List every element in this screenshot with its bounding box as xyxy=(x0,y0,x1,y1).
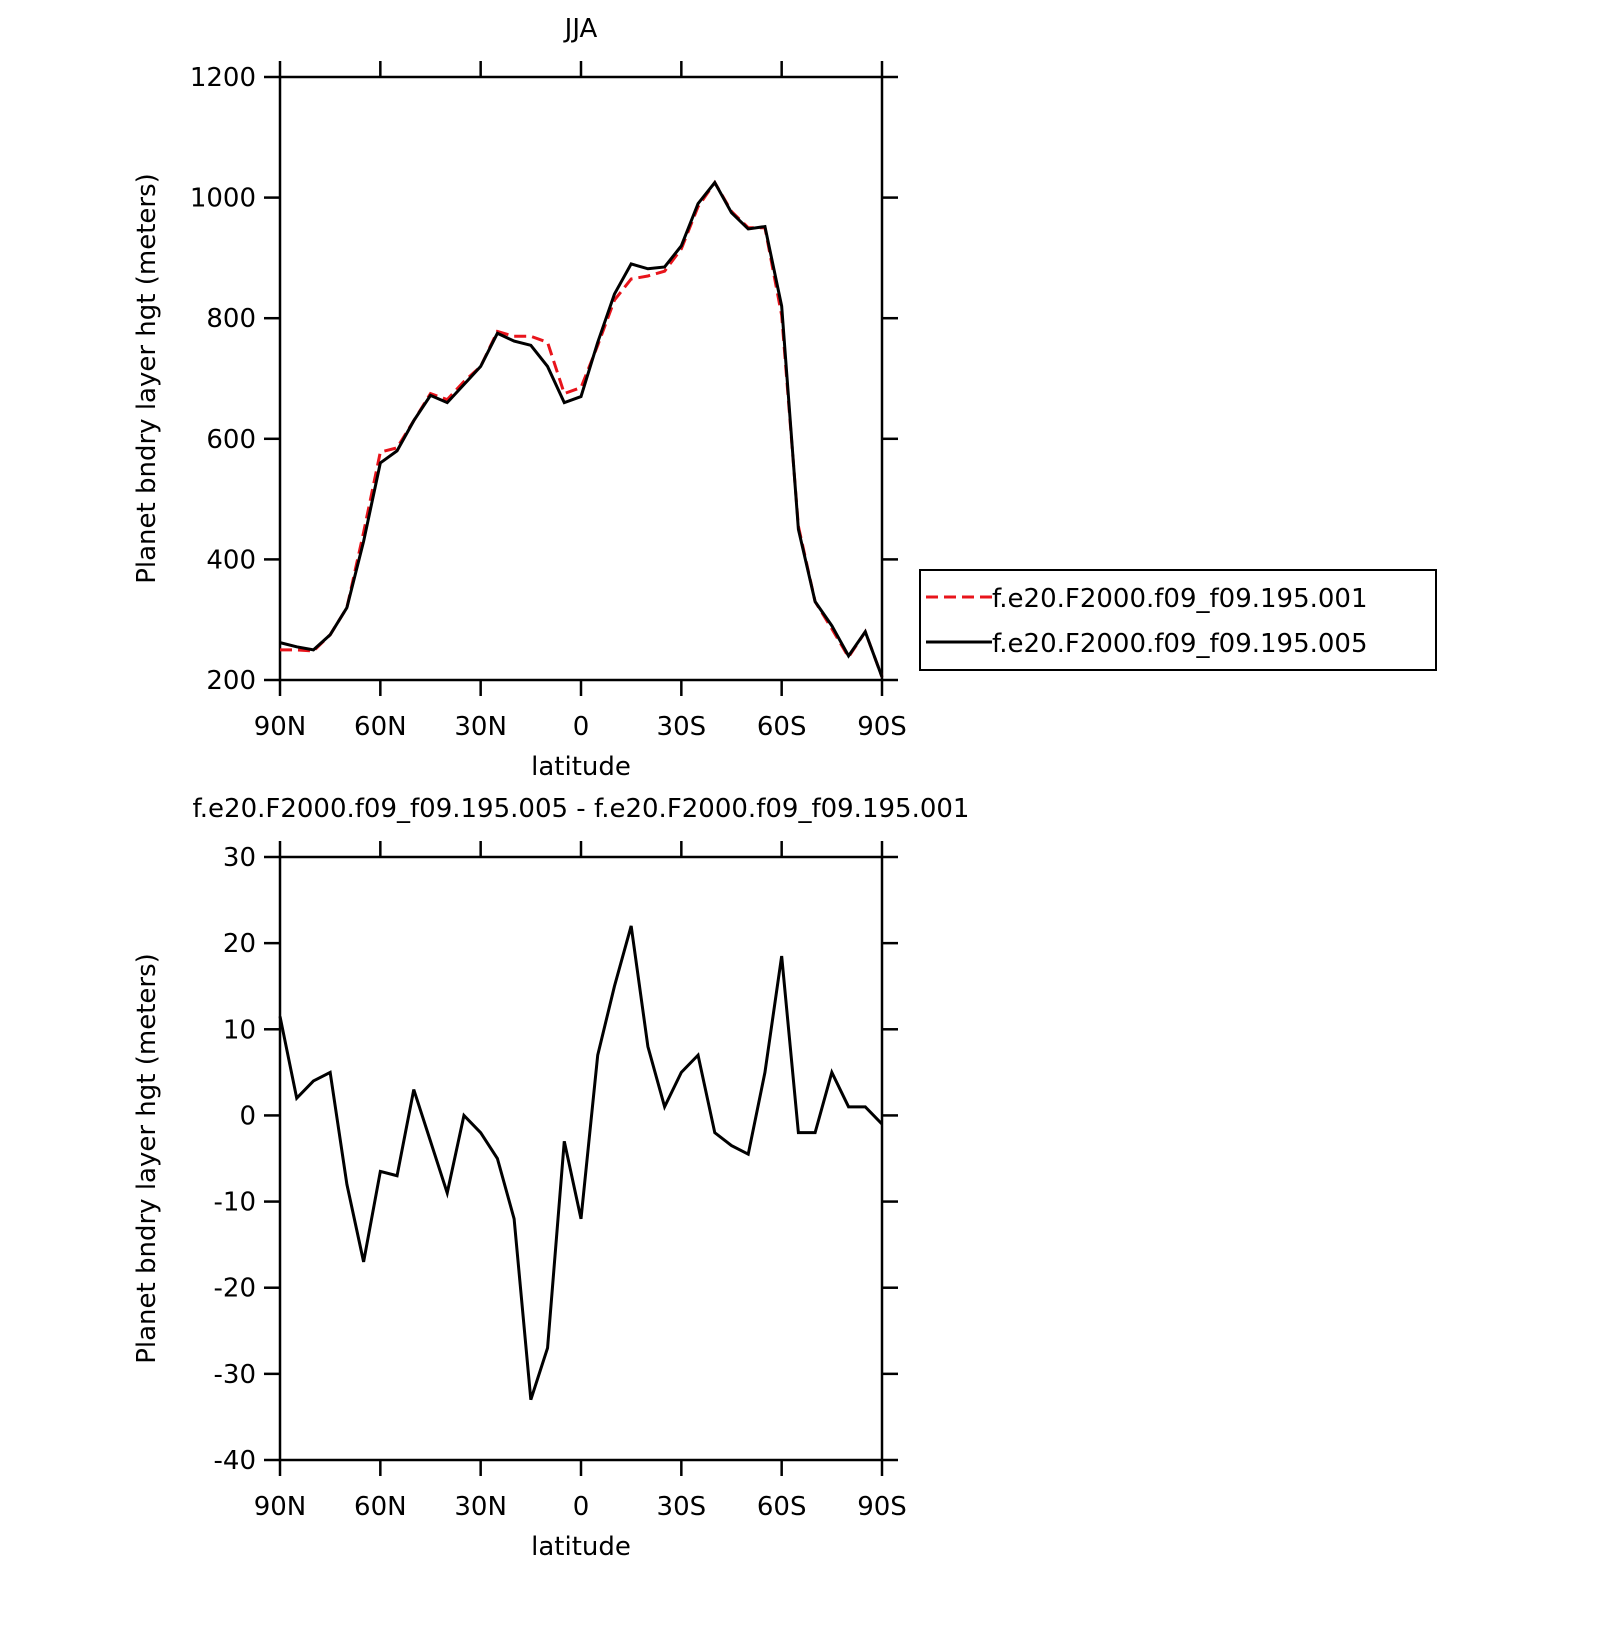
x-tick-label: 90N xyxy=(254,712,307,742)
y-tick-label: 200 xyxy=(206,666,256,696)
x-axis-label: latitude xyxy=(531,752,631,782)
x-tick-label: 0 xyxy=(573,712,590,742)
x-tick-label: 30N xyxy=(454,712,507,742)
x-tick-label: 60N xyxy=(354,1492,407,1522)
x-tick-label: 60S xyxy=(757,1492,807,1522)
y-tick-label: 30 xyxy=(223,843,256,873)
y-tick-label: 20 xyxy=(223,929,256,959)
x-tick-label: 60S xyxy=(757,712,807,742)
legend-label: f.e20.F2000.f09_f09.195.005 xyxy=(992,629,1368,659)
x-tick-label: 90S xyxy=(857,712,907,742)
x-tick-label: 0 xyxy=(573,1492,590,1522)
plot-frame xyxy=(278,855,884,1462)
data-line xyxy=(278,925,884,1401)
y-tick-label: 1200 xyxy=(190,63,256,93)
y-tick-label: 800 xyxy=(206,304,256,334)
y-tick-label: 10 xyxy=(223,1015,256,1045)
x-tick-label: 30N xyxy=(454,1492,507,1522)
legend-box xyxy=(919,569,1437,671)
y-tick-label: 0 xyxy=(239,1101,256,1131)
x-tick-label: 30S xyxy=(657,1492,707,1522)
x-tick-label: 30S xyxy=(657,712,707,742)
plot-frame xyxy=(278,75,884,682)
y-tick-label: -10 xyxy=(214,1188,256,1218)
data-line xyxy=(279,179,884,678)
x-axis-label: latitude xyxy=(531,1532,631,1562)
chart-title: JJA xyxy=(563,14,598,44)
x-tick-label: 90N xyxy=(254,1492,307,1522)
y-axis-label: Planet bndry layer hgt (meters) xyxy=(132,173,162,584)
y-tick-label: -40 xyxy=(214,1446,256,1476)
y-tick-label: 1000 xyxy=(190,184,256,214)
x-tick-label: 60N xyxy=(354,712,407,742)
legend-label: f.e20.F2000.f09_f09.195.001 xyxy=(992,584,1368,614)
y-axis-label: Planet bndry layer hgt (meters) xyxy=(132,953,162,1364)
y-tick-label: 400 xyxy=(206,545,256,575)
chart-title: f.e20.F2000.f09_f09.195.005 - f.e20.F200… xyxy=(193,794,970,824)
y-tick-label: 600 xyxy=(206,425,256,455)
y-tick-label: -30 xyxy=(214,1360,256,1390)
y-tick-label: -20 xyxy=(214,1274,256,1304)
x-tick-label: 90S xyxy=(857,1492,907,1522)
